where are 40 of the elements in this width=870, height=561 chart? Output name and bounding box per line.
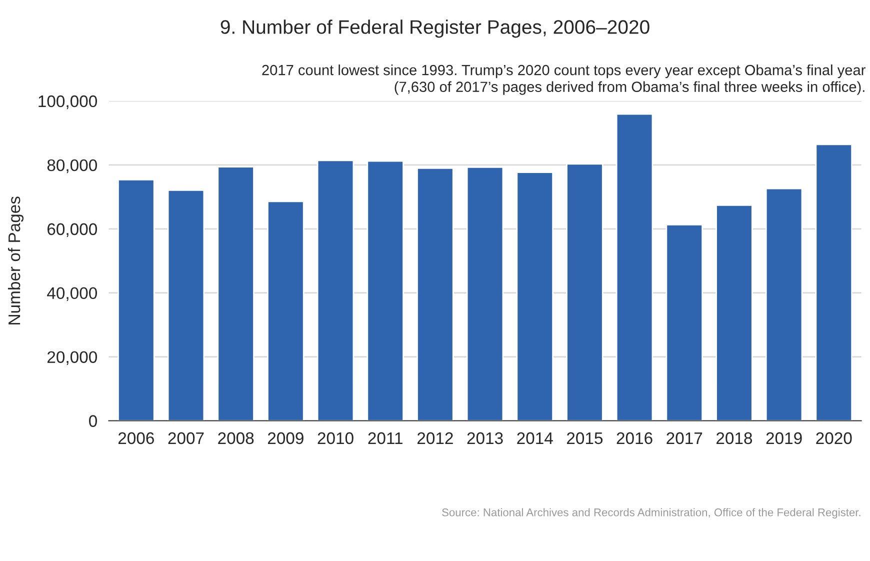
- bar: [566, 163, 604, 421]
- bar: [815, 144, 853, 421]
- y-tick-label: 100,000: [38, 95, 97, 110]
- x-tick-label: 2010: [318, 432, 354, 444]
- y-tick-label: 0: [89, 415, 97, 427]
- y-axis-title: Number of Pages: [8, 196, 24, 324]
- x-tick-label: 2009: [268, 432, 304, 444]
- text: 2017 count lowest since 1993. Trump’s 2020 count tops every year except Obama’s final year (7,630 of 2017’s pages derived from Obama’s final three weeks in office).: [262, 64, 866, 95]
- bar: [217, 166, 254, 421]
- y-tick-label: 40,000: [47, 287, 97, 302]
- bar: [716, 204, 753, 421]
- chart-title: 9. Number of Federal Register Pages, 2006–2020: [220, 20, 650, 38]
- bar: [366, 160, 404, 421]
- bar: [765, 188, 803, 421]
- x-tick-label: 2013: [467, 432, 503, 444]
- y-tick-label: 80,000: [47, 159, 97, 174]
- x-tick-label: 2008: [218, 432, 254, 444]
- x-tick-label: 2016: [616, 432, 652, 444]
- bar: [466, 166, 504, 421]
- x-tick-label: 2018: [716, 432, 752, 444]
- bar: [167, 190, 205, 421]
- x-tick-label: 2020: [816, 432, 852, 444]
- x-tick-label: 2014: [517, 432, 553, 444]
- source-note: Source: National Archives and Records Administration, Office of the Federal Register.: [442, 508, 860, 518]
- bar: [118, 178, 155, 421]
- x-tick-label: 2006: [118, 432, 154, 444]
- bar: [616, 113, 654, 421]
- x-tick-label: 2012: [417, 432, 453, 444]
- x-tick-label: 2017: [666, 432, 702, 444]
- x-tick-label: 2007: [168, 432, 204, 444]
- y-tick-label: 20,000: [48, 351, 97, 365]
- bar: [516, 172, 554, 421]
- bar: [267, 200, 304, 421]
- bar: [416, 167, 454, 421]
- y-tick-label: 60,000: [48, 223, 97, 238]
- x-tick-label: 2019: [766, 432, 802, 444]
- bar: [316, 160, 354, 421]
- x-tick-label: 2011: [368, 432, 402, 444]
- bar: [666, 224, 704, 421]
- x-tick-label: 2015: [567, 432, 603, 444]
